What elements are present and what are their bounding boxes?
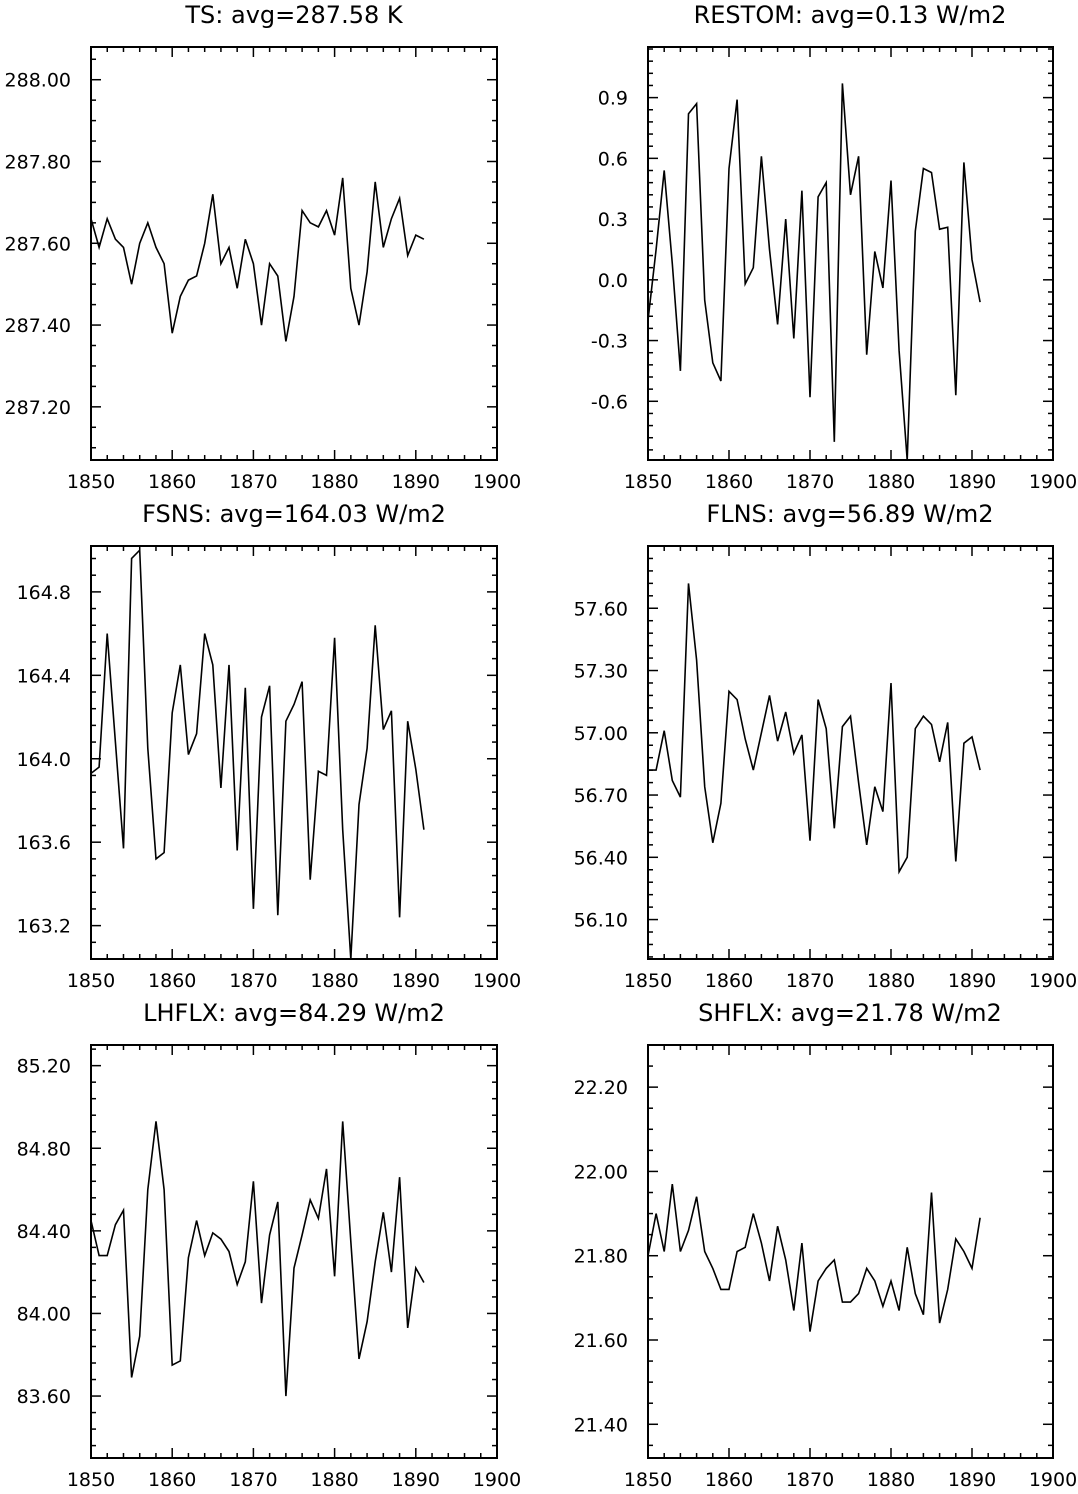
y-tick-label: 84.00 — [17, 1303, 71, 1325]
series-line — [648, 1184, 981, 1332]
plot-frame — [90, 1044, 498, 1459]
panel-title: TS: avg=287.58 K — [184, 1, 403, 29]
y-tick-label: 163.2 — [17, 916, 71, 938]
y-tick-label: 57.00 — [574, 723, 628, 745]
x-tick-label: 1860 — [705, 1469, 753, 1491]
y-tick-label: 57.30 — [574, 661, 628, 683]
x-tick-label: 1880 — [310, 471, 358, 493]
y-tick-label: 21.80 — [574, 1246, 628, 1268]
x-tick-label: 1880 — [867, 970, 915, 992]
panel-title: FLNS: avg=56.89 W/m2 — [706, 500, 993, 528]
x-tick-label: 1890 — [948, 471, 996, 493]
x-tick-label: 1890 — [392, 471, 440, 493]
plot-frame — [90, 46, 498, 461]
x-tick-label: 1870 — [229, 970, 277, 992]
y-tick-label: 0.0 — [598, 270, 628, 292]
panel-shflx: SHFLX: avg=21.78 W/m2 1850 1860 1870 1880 18… — [574, 999, 1078, 1491]
y-tick-label: 287.40 — [5, 315, 71, 337]
x-tick-label: 1890 — [392, 970, 440, 992]
y-tick-label: 164.8 — [17, 582, 71, 604]
x-tick-label: 1900 — [473, 1469, 521, 1491]
series-line — [648, 83, 981, 460]
x-tick-label: 1850 — [624, 970, 672, 992]
y-tick-label: 0.6 — [598, 148, 628, 170]
x-tick-label: 1880 — [310, 970, 358, 992]
x-tick-label: 1890 — [392, 1469, 440, 1491]
plot-frame — [647, 545, 1054, 960]
panel-fsns: FSNS: avg=164.03 W/m2 1850 1860 1870 1880 18… — [17, 500, 522, 992]
y-tick-label: 163.6 — [17, 832, 71, 854]
series-line — [91, 1121, 425, 1397]
y-tick-label: -0.6 — [591, 391, 628, 413]
x-tick-label: 1860 — [705, 471, 753, 493]
y-tick-label: 21.60 — [574, 1330, 628, 1352]
panel-title: LHFLX: avg=84.29 W/m2 — [143, 999, 445, 1027]
series-line — [91, 177, 425, 342]
x-tick-label: 1850 — [67, 471, 115, 493]
x-tick-label: 1870 — [229, 471, 277, 493]
y-tick-label: 56.10 — [574, 910, 628, 932]
x-tick-label: 1870 — [786, 970, 834, 992]
y-tick-label: 84.80 — [17, 1138, 71, 1160]
x-tick-label: 1850 — [67, 1469, 115, 1491]
plot-frame — [90, 545, 498, 960]
x-tick-label: 1870 — [786, 471, 834, 493]
y-tick-label: -0.3 — [591, 331, 628, 353]
x-tick-label: 1880 — [867, 1469, 915, 1491]
panel-restom: RESTOM: avg=0.13 W/m2 1850 1860 1870 1880 18… — [591, 1, 1077, 493]
y-tick-label: 22.20 — [574, 1077, 628, 1099]
x-tick-label: 1860 — [705, 970, 753, 992]
panel-ts: TS: avg=287.58 K 1850 1860 1870 1880 1890 190… — [5, 1, 522, 493]
panel-title: SHFLX: avg=21.78 W/m2 — [698, 999, 1002, 1027]
series-line — [91, 548, 425, 959]
x-tick-label: 1860 — [148, 970, 196, 992]
x-tick-label: 1880 — [310, 1469, 358, 1491]
x-tick-label: 1850 — [624, 1469, 672, 1491]
x-tick-label: 1900 — [1029, 1469, 1077, 1491]
panel-lhflx: LHFLX: avg=84.29 W/m2 1850 1860 1870 1880 18… — [17, 999, 522, 1491]
x-tick-label: 1850 — [67, 970, 115, 992]
x-tick-label: 1890 — [948, 1469, 996, 1491]
y-tick-label: 83.60 — [17, 1386, 71, 1408]
x-tick-label: 1880 — [867, 471, 915, 493]
plot-frame — [647, 1044, 1054, 1459]
y-tick-label: 287.60 — [5, 233, 71, 255]
x-tick-label: 1900 — [473, 471, 521, 493]
y-tick-label: 164.0 — [17, 749, 71, 771]
panel-title: FSNS: avg=164.03 W/m2 — [142, 500, 446, 528]
series-line — [648, 583, 981, 875]
y-tick-label: 57.60 — [574, 598, 628, 620]
x-tick-label: 1850 — [624, 471, 672, 493]
y-tick-label: 85.20 — [17, 1056, 71, 1078]
y-tick-label: 287.20 — [5, 397, 71, 419]
y-tick-label: 0.3 — [598, 209, 628, 231]
y-tick-label: 164.4 — [17, 665, 71, 687]
x-tick-label: 1890 — [948, 970, 996, 992]
y-tick-label: 288.00 — [5, 70, 71, 92]
x-tick-label: 1860 — [148, 471, 196, 493]
y-tick-label: 56.70 — [574, 785, 628, 807]
y-tick-label: 84.40 — [17, 1221, 71, 1243]
x-tick-label: 1900 — [1029, 471, 1077, 493]
x-tick-label: 1900 — [473, 970, 521, 992]
plot-frame — [647, 46, 1054, 461]
x-tick-label: 1870 — [786, 1469, 834, 1491]
y-tick-label: 287.80 — [5, 151, 71, 173]
x-tick-label: 1900 — [1029, 970, 1077, 992]
y-tick-label: 56.40 — [574, 847, 628, 869]
x-tick-label: 1870 — [229, 1469, 277, 1491]
panel-flns: FLNS: avg=56.89 W/m2 1850 1860 1870 1880 189… — [574, 500, 1078, 992]
panel-title: RESTOM: avg=0.13 W/m2 — [694, 1, 1007, 29]
y-tick-label: 21.40 — [574, 1414, 628, 1436]
y-tick-label: 0.9 — [598, 88, 628, 110]
y-tick-label: 22.00 — [574, 1161, 628, 1183]
x-tick-label: 1860 — [148, 1469, 196, 1491]
